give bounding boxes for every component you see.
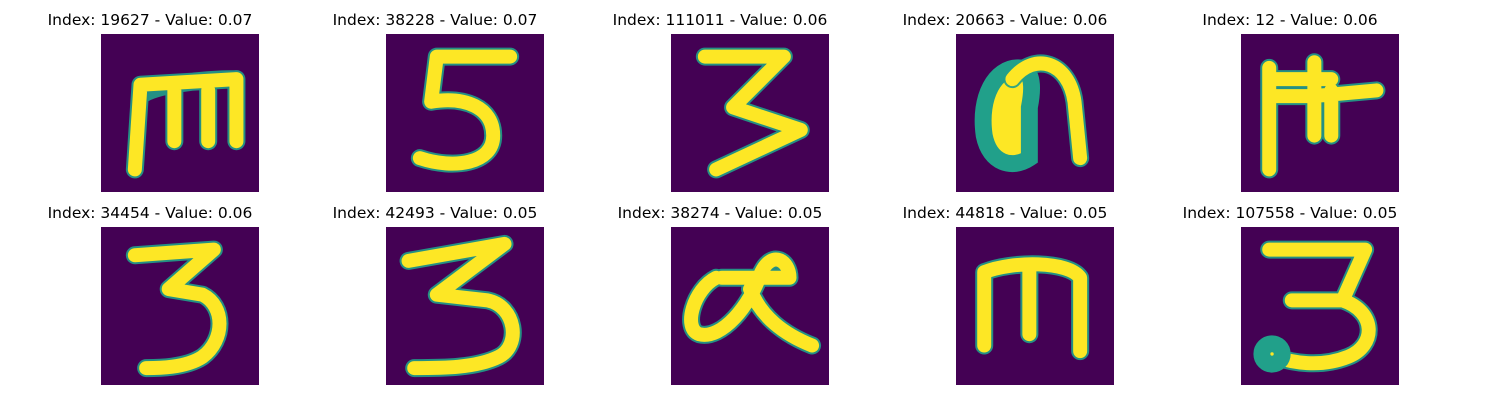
sample-image bbox=[956, 227, 1114, 385]
sample-title: Index: 38228 - Value: 0.07 bbox=[332, 11, 538, 29]
sample-title: Index: 20663 - Value: 0.06 bbox=[902, 11, 1108, 29]
handwritten-branch-glyph bbox=[1241, 34, 1399, 192]
handwritten-5-glyph bbox=[386, 34, 544, 192]
handwritten-3-glyph bbox=[101, 227, 259, 385]
sample-image bbox=[1241, 34, 1399, 192]
sample-panel-6: Index: 34454 - Value: 0.06 bbox=[0, 193, 300, 393]
sample-image bbox=[101, 34, 259, 192]
sample-title: Index: 38274 - Value: 0.05 bbox=[617, 204, 823, 222]
sample-image bbox=[101, 227, 259, 385]
sample-panel-4: Index: 20663 - Value: 0.06 bbox=[855, 0, 1155, 200]
sample-title: Index: 42493 - Value: 0.05 bbox=[332, 204, 538, 222]
sample-panel-2: Index: 38228 - Value: 0.07 bbox=[285, 0, 585, 200]
handwritten-n-glyph bbox=[956, 34, 1114, 192]
handwritten-3-glyph bbox=[671, 34, 829, 192]
sample-title: Index: 19627 - Value: 0.07 bbox=[47, 11, 253, 29]
sample-image bbox=[671, 227, 829, 385]
sample-panel-1: Index: 19627 - Value: 0.07 bbox=[0, 0, 300, 200]
sample-panel-3: Index: 111011 - Value: 0.06 bbox=[570, 0, 870, 200]
sample-image bbox=[956, 34, 1114, 192]
handwritten-3-glyph bbox=[386, 227, 544, 385]
sample-image bbox=[1241, 227, 1399, 385]
sample-image bbox=[386, 34, 544, 192]
sample-panel-8: Index: 38274 - Value: 0.05 bbox=[570, 193, 870, 393]
handwritten-m-glyph bbox=[101, 34, 259, 192]
handwritten-alpha-glyph bbox=[671, 227, 829, 385]
sample-panel-5: Index: 12 - Value: 0.06 bbox=[1140, 0, 1440, 200]
sample-title: Index: 107558 - Value: 0.05 bbox=[1182, 204, 1398, 222]
handwritten-3-glyph bbox=[1241, 227, 1399, 385]
sample-title: Index: 12 - Value: 0.06 bbox=[1202, 11, 1378, 29]
sample-panel-7: Index: 42493 - Value: 0.05 bbox=[285, 193, 585, 393]
sample-image bbox=[386, 227, 544, 385]
sample-image bbox=[671, 34, 829, 192]
sample-title: Index: 111011 - Value: 0.06 bbox=[612, 11, 828, 29]
sample-title: Index: 44818 - Value: 0.05 bbox=[902, 204, 1108, 222]
sample-panel-9: Index: 44818 - Value: 0.05 bbox=[855, 193, 1155, 393]
sample-title: Index: 34454 - Value: 0.06 bbox=[47, 204, 253, 222]
sample-panel-10: Index: 107558 - Value: 0.05 bbox=[1140, 193, 1440, 393]
handwritten-m-glyph bbox=[956, 227, 1114, 385]
